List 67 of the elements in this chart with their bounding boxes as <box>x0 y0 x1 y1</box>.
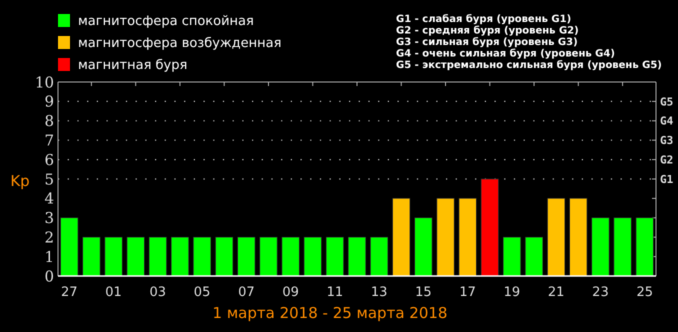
legend-label: магнитосфера возбужденная <box>78 36 282 51</box>
x-tick-label: 21 <box>548 285 564 300</box>
legend-label: магнитная буря <box>78 58 188 73</box>
bar <box>282 236 300 276</box>
bar <box>480 178 499 276</box>
text: G1 - слабая буря (уровень G1) <box>396 14 572 25</box>
y-tick-label: 9 <box>44 92 54 111</box>
bar <box>458 198 477 276</box>
bar <box>237 236 256 276</box>
y-tick-label: 10 <box>34 73 54 92</box>
bar <box>614 218 632 276</box>
y-tick-label: 5 <box>44 170 54 188</box>
bar <box>392 198 410 276</box>
bar <box>104 236 122 276</box>
y-tick-label: 2 <box>44 228 54 246</box>
text: G3 - сильная буря (уровень G3) <box>396 37 578 48</box>
bar <box>348 236 366 276</box>
bar <box>193 236 212 276</box>
y-tick-label: 4 <box>44 190 54 208</box>
bar <box>414 218 432 276</box>
text: G2 - средняя буря (уровень G2) <box>396 26 579 36</box>
bar <box>215 236 234 276</box>
legend-label: магнитосфера спокойная <box>78 14 254 29</box>
y-tick-label: 6 <box>44 150 54 169</box>
text: G4 - очень сильная буря (уровень G4) <box>396 48 615 60</box>
bar <box>304 236 322 276</box>
y-axis-title: Kp <box>10 172 30 190</box>
ref-line-label: G3 <box>660 134 674 148</box>
x-tick-label: 09 <box>282 285 299 300</box>
bar <box>592 218 610 276</box>
bar <box>370 236 388 276</box>
ref-line-label: G1 <box>660 172 674 186</box>
bar <box>525 236 543 276</box>
bar <box>126 236 145 276</box>
x-tick-label: 17 <box>459 285 476 300</box>
ref-line-label: G5 <box>660 95 674 108</box>
x-tick-label: 03 <box>150 285 166 300</box>
bar <box>502 236 521 276</box>
x-tick-label: 27 <box>61 285 78 300</box>
bar <box>636 218 654 276</box>
x-tick-label: 01 <box>105 285 122 300</box>
bar <box>82 236 100 276</box>
ref-line-label: G4 <box>660 114 674 128</box>
x-tick-label: 05 <box>194 285 210 300</box>
x-tick-label: 11 <box>326 285 344 300</box>
x-tick-label: 23 <box>592 285 609 300</box>
bar <box>148 236 167 276</box>
x-tick-label: 13 <box>370 285 388 300</box>
y-tick-label: 0 <box>44 267 54 286</box>
bar <box>171 236 189 276</box>
y-tick-label: 1 <box>44 248 54 266</box>
bar <box>547 198 566 276</box>
bar <box>569 198 588 276</box>
x-tick-label: 25 <box>636 285 653 300</box>
y-tick-label: 8 <box>44 112 54 130</box>
x-tick-label: 19 <box>504 285 520 300</box>
bar <box>326 236 344 276</box>
x-tick-label: 15 <box>415 285 432 300</box>
y-tick-label: 7 <box>44 131 54 150</box>
bar <box>260 236 278 276</box>
ref-line-label: G2 <box>660 153 674 166</box>
x-axis-title: 1 марта 2018 - 25 марта 2018 <box>212 304 448 322</box>
bar <box>60 218 78 276</box>
y-tick-label: 3 <box>44 209 54 228</box>
text: G5 - экстремально сильная буря (уровень G5) <box>396 60 662 71</box>
x-tick-label: 07 <box>238 285 255 300</box>
bar <box>436 198 454 276</box>
